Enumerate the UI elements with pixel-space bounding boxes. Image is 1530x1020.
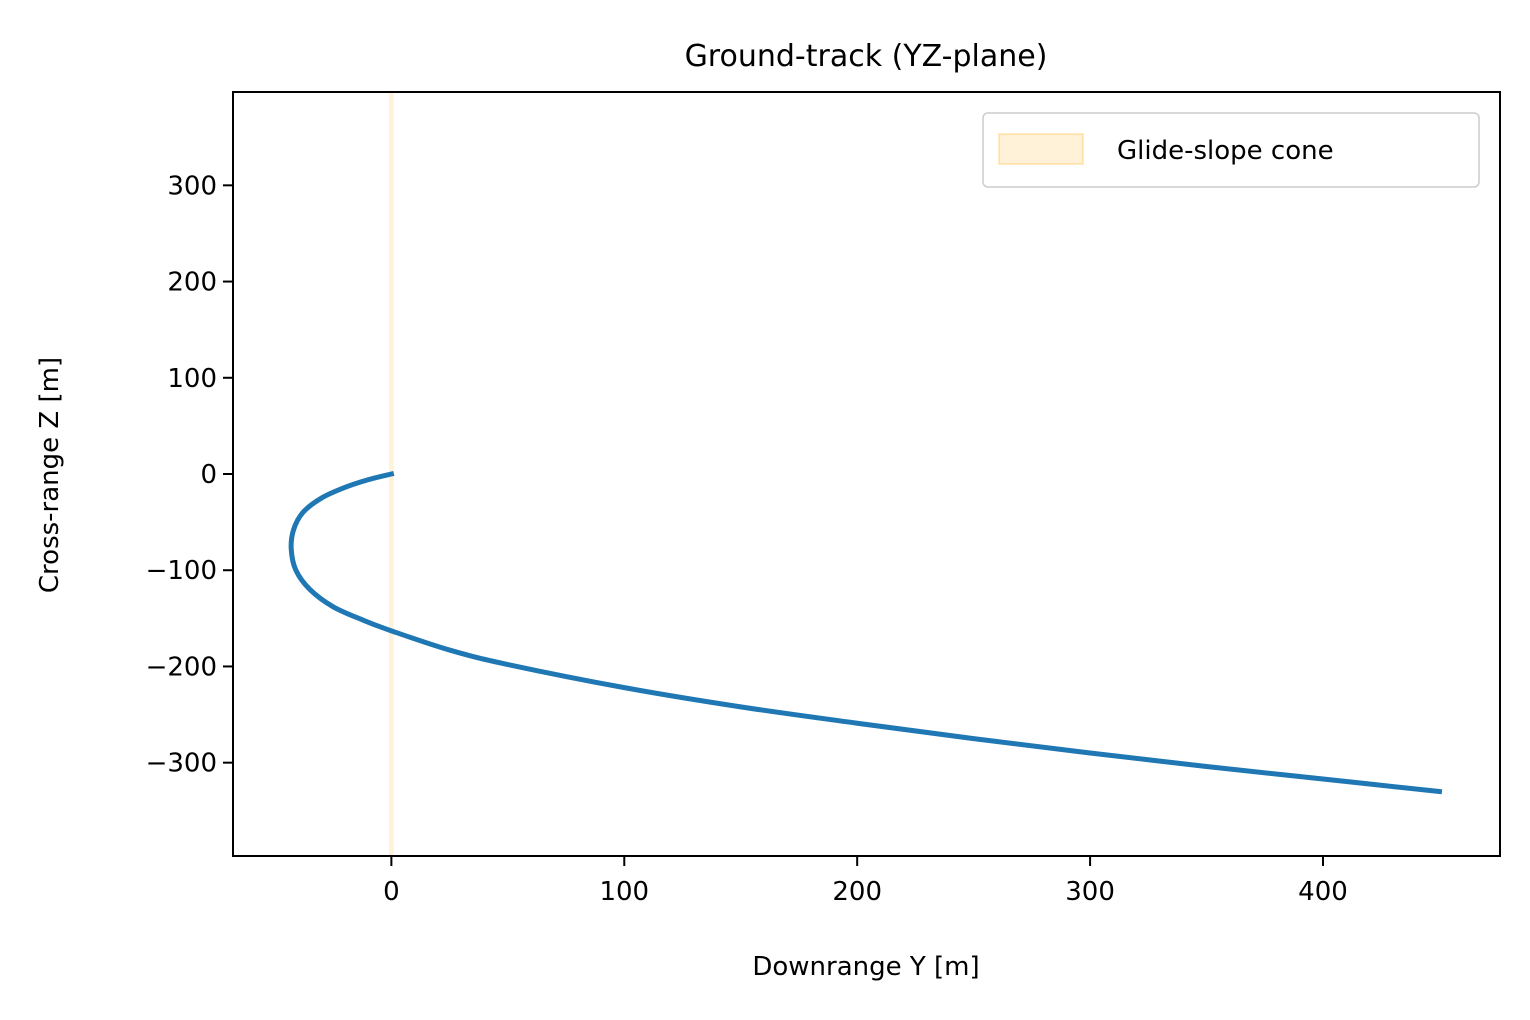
trajectory-line-0 [288, 470, 1443, 795]
y-tick-label-100: 100 [167, 364, 217, 394]
x-tick-label-400: 400 [1298, 877, 1348, 907]
chart-title: Ground-track (YZ-plane) [685, 39, 1048, 74]
y-tick-label-200: 200 [167, 268, 217, 298]
y-tick-label--200: −200 [146, 652, 217, 682]
legend: Glide-slope cone [982, 112, 1480, 188]
legend-frame [982, 112, 1480, 188]
x-tick-label-200: 200 [832, 877, 882, 907]
y-tick-label-0: 0 [200, 460, 217, 490]
x-tick-label-0: 0 [383, 877, 400, 907]
y-tick-label--100: −100 [146, 556, 217, 586]
x-axis-label: Downrange Y [m] [752, 952, 979, 982]
x-tick-label-300: 300 [1065, 877, 1115, 907]
y-tick-label-300: 300 [167, 171, 217, 201]
legend-label-glide-slope-cone: Glide-slope cone [1117, 136, 1334, 166]
x-tick-label-100: 100 [599, 877, 649, 907]
y-axis-label: Cross-range Z [m] [35, 357, 65, 593]
y-tick-label--300: −300 [146, 749, 217, 779]
legend-swatch-glide-slope-cone [998, 133, 1084, 165]
